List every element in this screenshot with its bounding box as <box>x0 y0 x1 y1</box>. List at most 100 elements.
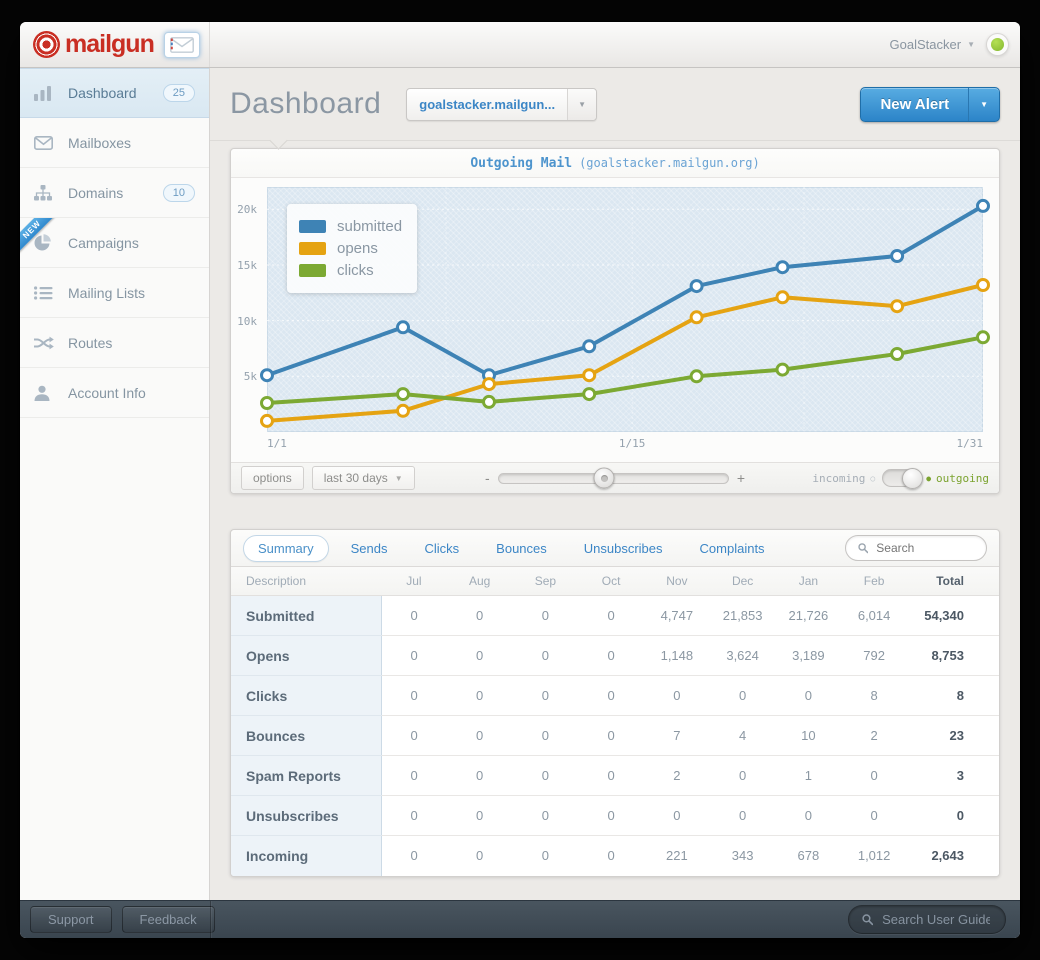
bar-chart-icon <box>34 85 56 101</box>
chart-point-opens[interactable] <box>890 299 905 314</box>
zoom-slider-track[interactable] <box>497 467 729 489</box>
chart-point-clicks[interactable] <box>775 362 790 377</box>
column-header-jan: Jan <box>775 567 842 596</box>
chart-point-opens[interactable] <box>582 368 597 383</box>
chart-point-clicks[interactable] <box>260 396 274 410</box>
chart-point-clicks[interactable] <box>482 394 496 409</box>
sidebar-item-dashboard[interactable]: Dashboard 25 <box>20 68 209 118</box>
account-caret-icon[interactable]: ▼ <box>967 40 975 49</box>
chart-point-opens[interactable] <box>260 413 274 428</box>
x-axis-label: 1/31 <box>956 437 984 450</box>
sidebar-item-mailboxes[interactable]: Mailboxes <box>20 118 209 168</box>
cell-value: 0 <box>381 835 447 876</box>
cell-value: 0 <box>381 755 447 796</box>
chart-point-clicks[interactable] <box>689 369 704 384</box>
zoom-slider-handle[interactable] <box>593 467 615 489</box>
user-icon <box>34 385 56 401</box>
domain-selector[interactable]: goalstacker.mailgun... ▼ <box>406 87 598 121</box>
column-header-oct: Oct <box>578 567 644 596</box>
legend-label: clicks <box>337 262 374 279</box>
incoming-radio-icon[interactable]: ○ <box>870 473 876 483</box>
cell-value: 0 <box>381 675 447 716</box>
chart-point-submitted[interactable] <box>689 279 704 294</box>
new-alert-caret-icon[interactable]: ▼ <box>968 87 999 121</box>
chart-point-opens[interactable] <box>775 290 790 305</box>
zoom-out-button[interactable]: - <box>485 470 490 486</box>
row-label: Unsubscribes <box>231 795 382 836</box>
status-indicator <box>991 38 1004 51</box>
legend-swatch <box>299 242 326 255</box>
sidebar-item-label: Dashboard <box>68 84 137 101</box>
incoming-label[interactable]: incoming <box>812 471 866 485</box>
tab-clicks[interactable]: Clicks <box>424 540 460 556</box>
incoming-outgoing-toggle[interactable] <box>882 468 924 489</box>
feedback-button[interactable]: Feedback <box>121 906 215 933</box>
chart-point-clicks[interactable] <box>582 387 597 402</box>
account-menu[interactable]: GoalStacker <box>889 37 962 52</box>
cell-value: 0 <box>578 595 644 636</box>
cell-value: 0 <box>512 675 579 716</box>
new-alert-button[interactable]: New Alert ▼ <box>860 86 1000 122</box>
sidebar-item-label: Mailing Lists <box>68 284 146 301</box>
legend-item-clicks[interactable]: clicks <box>299 262 402 279</box>
cell-total: 23 <box>907 715 999 756</box>
legend-item-opens[interactable]: opens <box>299 240 402 257</box>
cell-total: 3 <box>907 755 999 796</box>
row-label: Submitted <box>231 595 382 636</box>
user-guide-search[interactable] <box>848 905 1006 934</box>
user-guide-search-input[interactable] <box>880 911 992 928</box>
chevron-down-icon[interactable]: ▼ <box>567 88 597 120</box>
legend-item-submitted[interactable]: submitted <box>299 218 402 235</box>
column-header-jul: Jul <box>381 567 447 596</box>
chart-point-opens[interactable] <box>976 278 990 292</box>
cell-value: 0 <box>709 795 776 836</box>
chart-point-submitted[interactable] <box>890 249 905 263</box>
cell-value: 0 <box>381 595 447 636</box>
y-axis-label: 15k <box>237 259 257 272</box>
table-search[interactable] <box>845 535 987 561</box>
chart-point-clicks[interactable] <box>976 330 990 345</box>
zoom-in-button[interactable]: + <box>736 470 745 486</box>
chart-point-submitted[interactable] <box>775 260 790 275</box>
toggle-knob[interactable] <box>902 468 924 489</box>
tab-sends[interactable]: Sends <box>350 540 388 556</box>
chart-title: Outgoing Mail <box>470 155 573 171</box>
chart-point-opens[interactable] <box>396 403 410 418</box>
sidebar-item-mailing-lists[interactable]: Mailing Lists <box>20 268 209 318</box>
column-header-dec: Dec <box>709 567 776 596</box>
sidebar-item-account-info[interactable]: Account Info <box>20 368 209 418</box>
sidebar-item-campaigns[interactable]: NEW Campaigns <box>20 218 209 268</box>
x-axis-label: 1/15 <box>618 437 646 450</box>
cell-value: 0 <box>381 795 447 836</box>
chart-point-submitted[interactable] <box>396 320 410 335</box>
sidebar-item-routes[interactable]: Routes <box>20 318 209 368</box>
chart-point-clicks[interactable] <box>890 347 905 361</box>
chart-point-opens[interactable] <box>689 310 704 325</box>
table-row-incoming: Incoming 0 0 0 0 221 343 678 1,012 2,643 <box>231 835 999 876</box>
cell-value: 2 <box>841 715 907 756</box>
tab-unsubscribes[interactable]: Unsubscribes <box>583 540 663 556</box>
support-button[interactable]: Support <box>30 906 112 933</box>
outgoing-label[interactable]: outgoing <box>936 471 989 485</box>
options-button[interactable]: options <box>241 466 304 490</box>
cell-value: 0 <box>446 835 513 876</box>
table-search-input[interactable] <box>874 540 974 556</box>
stats-table-head: Description Jul Aug Sep Oct Nov Dec Jan Feb Total <box>231 567 999 596</box>
tab-complaints[interactable]: Complaints <box>699 540 765 556</box>
cell-value: 0 <box>512 795 579 836</box>
cell-value: 1,012 <box>841 835 907 876</box>
chart-point-submitted[interactable] <box>582 339 597 354</box>
date-range-dropdown[interactable]: last 30 days ▼ <box>311 466 415 490</box>
tab-bounces[interactable]: Bounces <box>496 540 547 556</box>
tab-summary[interactable]: Summary <box>243 534 329 562</box>
mailgun-logo[interactable]: mailgun <box>20 22 210 67</box>
chart-point-submitted[interactable] <box>260 368 274 383</box>
sidebar-item-domains[interactable]: Domains 10 <box>20 168 209 218</box>
row-label: Bounces <box>231 715 382 756</box>
chart-point-opens[interactable] <box>482 377 496 392</box>
chart-point-submitted[interactable] <box>976 198 990 213</box>
chart-point-clicks[interactable] <box>396 387 410 402</box>
cell-value: 0 <box>381 715 447 756</box>
chart-legend: submitted opens clicks <box>287 204 418 293</box>
cell-value: 0 <box>578 635 644 676</box>
